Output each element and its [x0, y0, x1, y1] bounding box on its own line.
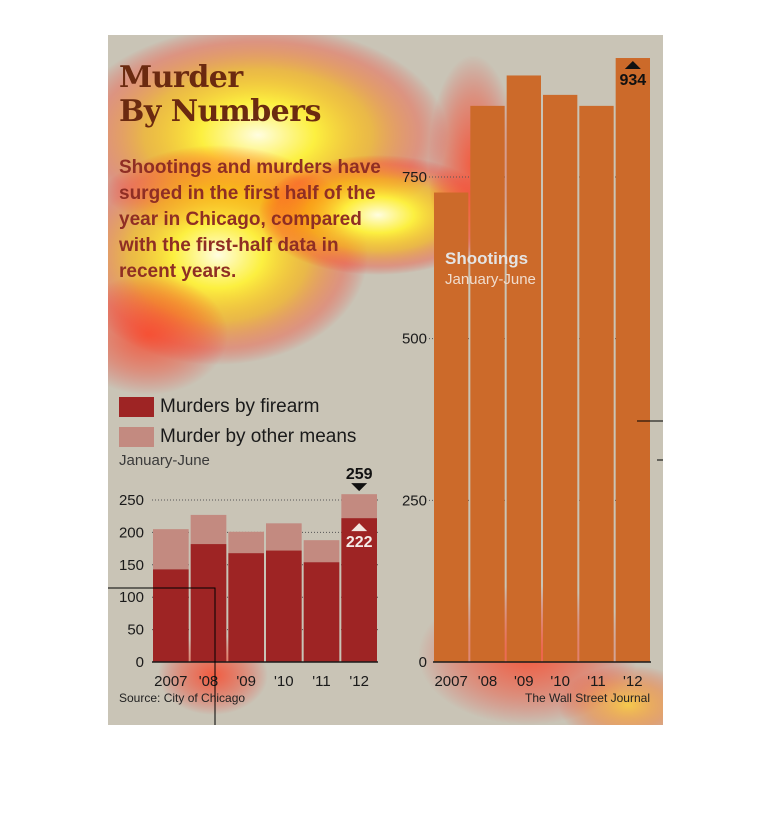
murders-bar-other: [153, 529, 189, 570]
legend-label-firearm: Murders by firearm: [160, 396, 320, 417]
shootings-y-tick: 500: [402, 331, 427, 348]
shootings-bar: [579, 105, 614, 662]
murders-x-tick: '09: [236, 673, 256, 690]
chart-panel: Murder By Numbers Shootings and murders …: [108, 35, 663, 725]
murders-x-tick: '12: [349, 673, 369, 690]
shootings-bar: [615, 58, 650, 663]
shootings-bar: [543, 94, 578, 662]
murders-x-tick: '11: [312, 673, 330, 690]
murders-bar-other: [228, 531, 264, 554]
legend-swatch-firearm: [119, 397, 154, 417]
chart-subtitle: Shootings and murders have surged in the…: [119, 157, 381, 282]
legend-item-other: Murder by other means: [119, 422, 356, 452]
murders-bar-other: [266, 523, 302, 551]
credit-note: The Wall Street Journal: [525, 691, 650, 705]
murders-bar-firearm: [341, 518, 377, 662]
title-line-2: By Numbers: [119, 94, 321, 129]
source-note: Source: City of Chicago: [119, 691, 246, 705]
murders-bar-firearm: [266, 550, 302, 662]
murders-y-tick: 200: [119, 524, 144, 541]
murders-bar-firearm: [228, 553, 264, 662]
murders-x-tick: '10: [274, 673, 294, 690]
chart-title: Murder By Numbers: [119, 61, 321, 129]
shootings-bar: [470, 105, 505, 662]
legend-label-other: Murder by other means: [160, 426, 357, 447]
shootings-bar: [434, 192, 469, 662]
up-triangle-icon: [351, 523, 368, 532]
murders-bar-other: [190, 514, 227, 545]
murders-bar-firearm: [303, 562, 340, 662]
shootings-y-tick: 0: [419, 654, 427, 671]
legend: Murders by firearm Murder by other means: [119, 392, 356, 452]
murders-y-tick: 150: [119, 557, 144, 574]
murders-period-label: January-June: [119, 452, 210, 469]
shootings-x-tick: '10: [550, 673, 570, 690]
shootings-x-tick: '11: [587, 673, 605, 690]
murders-bar-other: [341, 494, 377, 519]
shootings-label: Shootings: [445, 249, 529, 268]
title-line-1: Murder: [119, 60, 243, 95]
legend-item-firearm: Murders by firearm: [119, 392, 356, 422]
shootings-x-tick: '09: [514, 673, 534, 690]
shootings-x-tick: 2007: [434, 673, 467, 690]
up-triangle-icon: [624, 61, 641, 70]
murders-total-label: 259: [346, 466, 373, 483]
shootings-chart: 0 250 500 750 2007 '08 '09 '10 '11 '12 934: [402, 58, 651, 690]
shootings-value-label: 934: [619, 72, 646, 89]
shootings-period-label: January-June: [445, 271, 536, 288]
shootings-y-tick: 250: [402, 492, 427, 509]
murders-y-tick: 250: [119, 492, 144, 509]
shootings-x-tick: '08: [478, 673, 498, 690]
shootings-bar: [506, 75, 541, 662]
shootings-x-tick: '12: [623, 673, 643, 690]
shootings-y-tick: 750: [402, 169, 427, 186]
legend-swatch-other: [119, 427, 154, 447]
down-triangle-icon: [351, 483, 368, 492]
murders-bar-other: [303, 540, 340, 563]
murders-firearm-label: 222: [346, 534, 373, 551]
